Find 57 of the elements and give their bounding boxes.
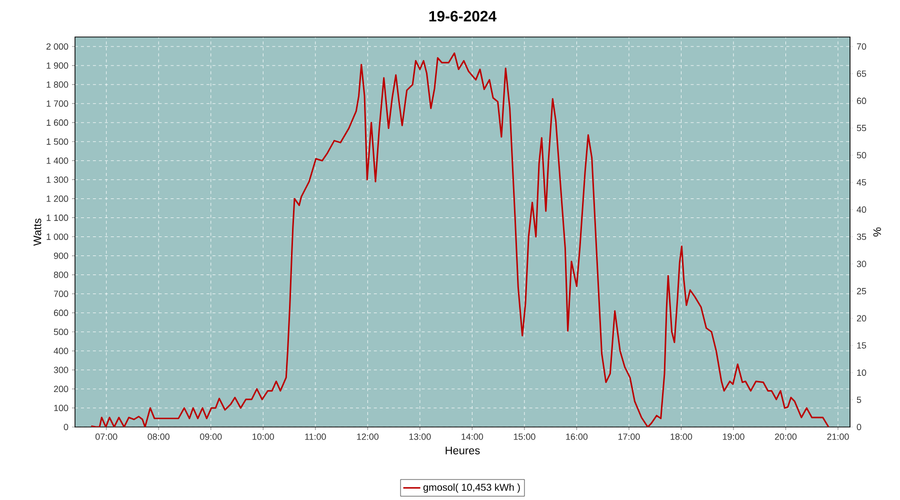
x-tick-label: 07:00	[95, 434, 118, 440]
y2-tick-label: 0	[856, 424, 862, 430]
chart-title: 19-6-2024	[429, 10, 496, 22]
y-tick-label: 100	[54, 404, 68, 412]
line-series	[90, 52, 830, 427]
y-tick-label: 1 600	[46, 119, 68, 126]
y-tick-label: 1 300	[46, 176, 68, 183]
y2-axis-title: %	[873, 228, 881, 236]
y2-tick-label: 40	[856, 206, 866, 213]
y2-tick-label: 15	[857, 342, 866, 349]
x-tick-label: 10:00	[252, 434, 274, 440]
y-tick-label: 800	[54, 272, 68, 278]
x-tick-label: 18:00	[670, 434, 692, 440]
x-tick-label: 20:00	[774, 434, 797, 440]
y-tick-label: 1 200	[46, 196, 68, 202]
y2-tick-label: 60	[856, 98, 866, 104]
y-tick-label: 500	[54, 328, 68, 336]
y2-tick-label: 30	[856, 260, 866, 268]
y2-tick-label: 25	[856, 288, 866, 294]
x-axis-title: Heures	[446, 446, 480, 454]
x-tick-label: 13:00	[409, 434, 431, 440]
y2-tick-label: 10	[857, 369, 866, 376]
y-tick-label: 1 500	[46, 138, 68, 145]
y2-tick-label: 70	[856, 43, 866, 50]
x-tick-label: 17:00	[618, 434, 640, 440]
y-tick-label: 600	[54, 310, 68, 316]
legend-label: gmosol( 10,453 kWh )	[423, 483, 520, 493]
x-tick-label: 15:00	[514, 434, 536, 440]
x-tick-label: 19:00	[722, 434, 744, 440]
y-tick-label: 1 900	[46, 62, 68, 69]
x-tick-label: 16:00	[566, 434, 588, 440]
y2-tick-label: 65	[856, 70, 866, 77]
y-axis-title: Watts	[34, 218, 42, 246]
x-tick-label: 14:00	[462, 434, 484, 440]
x-tick-label: 21:00	[827, 434, 849, 440]
y-tick-label: 300	[54, 366, 68, 374]
x-tick-label: 11:00	[305, 434, 326, 440]
y2-tick-label: 35	[856, 234, 866, 240]
y2-tick-label: 5	[856, 396, 862, 403]
y-tick-label: 400	[54, 348, 68, 354]
y-tick-label: 2 000	[46, 43, 68, 50]
y-tick-label: 900	[54, 252, 68, 259]
y2-tick-label: 45	[856, 179, 866, 186]
y-tick-label: 0	[64, 424, 68, 430]
y2-tick-label: 20	[856, 315, 866, 322]
x-tick-label: 12:00	[357, 434, 379, 440]
y-tick-label: 1 800	[46, 81, 68, 88]
y-tick-label: 700	[54, 290, 68, 298]
y-tick-label: 200	[54, 386, 68, 392]
x-tick-label: 08:00	[148, 434, 170, 440]
y-tick-label: 1 000	[46, 234, 68, 240]
x-tick-label: 09:00	[200, 434, 222, 440]
y-tick-label: 1 100	[46, 214, 68, 221]
y2-tick-label: 55	[856, 124, 866, 132]
y2-tick-label: 50	[856, 152, 866, 158]
y-tick-label: 1 700	[46, 100, 68, 107]
y-tick-label: 1 400	[46, 157, 68, 164]
